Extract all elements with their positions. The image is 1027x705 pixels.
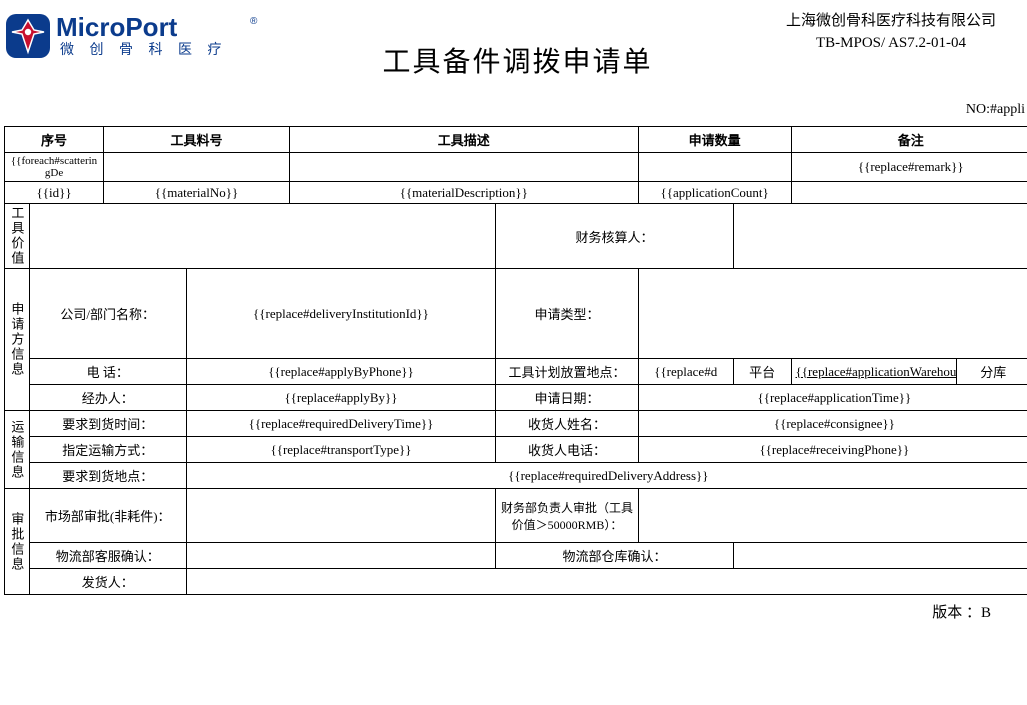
recv-phone-value: {{replace#receivingPhone}} (638, 437, 1027, 463)
phone-label: 电 话： (29, 359, 186, 385)
svg-text:微 创 骨 科 医 疗: 微 创 骨 科 医 疗 (60, 42, 228, 58)
finance-mgr-label: 财务部负责人审批（工具价值＞50000RMB）： (496, 489, 638, 543)
col-material-no: 工具料号 (104, 127, 290, 153)
empty-cell (638, 153, 791, 182)
vlabel-transport: 运输信息 (5, 411, 30, 489)
plan-loc-label: 工具计划放置地点： (496, 359, 638, 385)
plan-loc-v1: {{replace#d (638, 359, 733, 385)
empty-cell (289, 153, 638, 182)
col-apply-qty: 申请数量 (638, 127, 791, 153)
vlabel-tool-value: 工具价值 (5, 204, 30, 269)
req-time-value: {{replace#requiredDeliveryTime}} (186, 411, 496, 437)
tool-value-row: 工具价值 财务核算人： (5, 204, 1027, 269)
qty-cell: {{applicationCount} (638, 182, 791, 204)
req-addr-label: 要求到货地点： (29, 463, 186, 489)
col-material-desc: 工具描述 (289, 127, 638, 153)
finance-checker-label: 财务核算人： (496, 204, 733, 269)
recv-phone-label: 收货人电话： (496, 437, 638, 463)
apply-date-value: {{replace#applicationTime}} (638, 385, 1027, 411)
finance-checker-value (733, 204, 1027, 269)
market-approval-value (186, 489, 496, 543)
svg-text:®: ® (250, 16, 258, 27)
foreach-row: {{foreach#scatteringDe {{replace#remark}… (5, 153, 1027, 182)
logistics-wh-label: 物流部仓库确认： (496, 543, 733, 569)
form-title: 工具备件调拨申请单 (284, 40, 751, 80)
apply-date-label: 申请日期： (496, 385, 638, 411)
footer-version: 版本 ：B (4, 595, 1027, 622)
header-area: MicroPort ® 微 创 骨 科 医 疗 工具备件调拨申请单 上海微创骨科… (4, 4, 1027, 94)
microport-logo: MicroPort ® 微 创 骨 科 医 疗 (4, 10, 264, 62)
apply-type-label: 申请类型： (496, 269, 638, 359)
finance-mgr-value (638, 489, 1027, 543)
main-form-table: 序号 工具料号 工具描述 申请数量 备注 {{foreach#scatterin… (4, 126, 1027, 595)
apply-type-value (638, 269, 1027, 359)
matdesc-cell: {{materialDescription}} (289, 182, 638, 204)
logistics-cs-label: 物流部客服确认： (29, 543, 186, 569)
transport-row2: 指定运输方式： {{replace#transportType}} 收货人电话：… (5, 437, 1027, 463)
empty-cell (104, 153, 290, 182)
id-cell: {{id}} (5, 182, 104, 204)
consignee-label: 收货人姓名： (496, 411, 638, 437)
tool-value-left (29, 204, 496, 269)
form-document: MicroPort ® 微 创 骨 科 医 疗 工具备件调拨申请单 上海微创骨科… (4, 4, 1027, 622)
logistics-cs-value (186, 543, 496, 569)
req-time-label: 要求到货时间： (29, 411, 186, 437)
handler-value: {{replace#applyBy}} (186, 385, 496, 411)
logo-container: MicroPort ® 微 创 骨 科 医 疗 (4, 4, 284, 62)
company-dept-value: {{replace#deliveryInstitutionId}} (186, 269, 496, 359)
form-title-box: 工具备件调拨申请单 (284, 4, 751, 80)
approval-row3: 发货人： (5, 569, 1027, 595)
req-addr-value: {{replace#requiredDeliveryAddress}} (186, 463, 1027, 489)
company-name: 上海微创骨科医疗科技有限公司 (751, 10, 1027, 32)
plan-loc-v4: 分库 (956, 359, 1027, 385)
applicant-row2: 电 话： {{replace#applyByPhone}} 工具计划放置地点： … (5, 359, 1027, 385)
consignee-value: {{replace#consignee}} (638, 411, 1027, 437)
logistics-wh-value (733, 543, 1027, 569)
applicant-row3: 经办人： {{replace#applyBy}} 申请日期： {{replace… (5, 385, 1027, 411)
transport-type-label: 指定运输方式： (29, 437, 186, 463)
remark-cell: {{replace#remark}} (791, 153, 1027, 182)
transport-type-value: {{replace#transportType}} (186, 437, 496, 463)
remark-empty (791, 182, 1027, 204)
approval-row1: 审批信息 市场部审批(非耗件)： 财务部负责人审批（工具价值＞50000RMB）… (5, 489, 1027, 543)
shipper-label: 发货人： (29, 569, 186, 595)
vlabel-approval: 审批信息 (5, 489, 30, 595)
foreach-cell: {{foreach#scatteringDe (5, 153, 104, 182)
header-row-cols: 序号 工具料号 工具描述 申请数量 备注 (5, 127, 1027, 153)
matno-cell: {{materialNo}} (104, 182, 290, 204)
no-row: NO:#appli (4, 94, 1027, 126)
vlabel-applicant: 申请方信息 (5, 269, 30, 411)
applicant-row1: 申请方信息 公司/部门名称： {{replace#deliveryInstitu… (5, 269, 1027, 359)
col-remark: 备注 (791, 127, 1027, 153)
transport-row1: 运输信息 要求到货时间： {{replace#requiredDeliveryT… (5, 411, 1027, 437)
handler-label: 经办人： (29, 385, 186, 411)
transport-row3: 要求到货地点： {{replace#requiredDeliveryAddres… (5, 463, 1027, 489)
col-seq: 序号 (5, 127, 104, 153)
doc-code: TB-MPOS/ AS7.2-01-04 (751, 32, 1027, 54)
company-dept-label: 公司/部门名称： (29, 269, 186, 359)
data-row: {{id}} {{materialNo}} {{materialDescript… (5, 182, 1027, 204)
market-approval-label: 市场部审批(非耗件)： (29, 489, 186, 543)
company-info: 上海微创骨科医疗科技有限公司 TB-MPOS/ AS7.2-01-04 (751, 4, 1027, 54)
approval-row2: 物流部客服确认： 物流部仓库确认： (5, 543, 1027, 569)
phone-value: {{replace#applyByPhone}} (186, 359, 496, 385)
plan-loc-v3: {{replace#applicationWarehou (791, 359, 956, 385)
svg-text:MicroPort: MicroPort (56, 12, 178, 42)
plan-loc-v2: 平台 (733, 359, 791, 385)
shipper-value (186, 569, 1027, 595)
